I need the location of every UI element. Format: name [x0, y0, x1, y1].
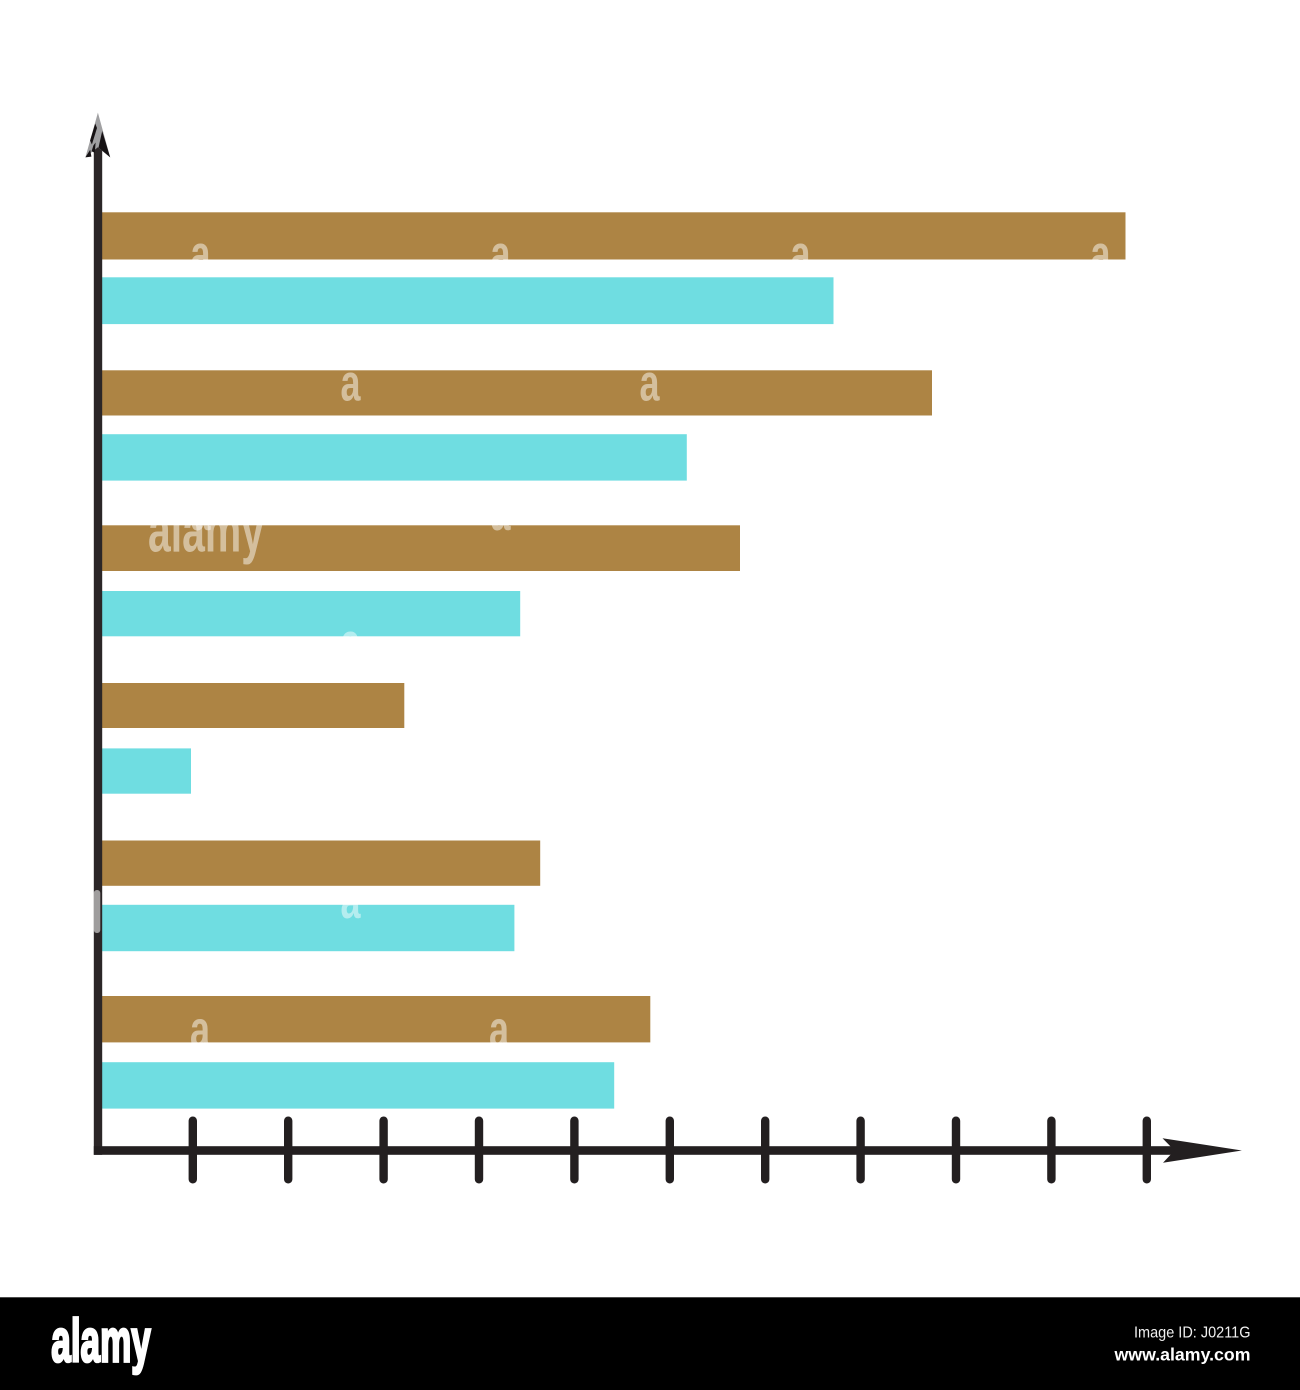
svg-text:a: a	[191, 484, 212, 542]
svg-text:a: a	[791, 225, 812, 283]
svg-text:a: a	[341, 613, 362, 671]
svg-text:a: a	[1091, 225, 1112, 283]
svg-text:a: a	[491, 484, 512, 542]
svg-text:a: a	[191, 225, 212, 283]
svg-text:www.alamy.com: www.alamy.com	[1113, 1345, 1250, 1365]
svg-text:a: a	[341, 872, 362, 930]
svg-text:a: a	[190, 1001, 211, 1059]
svg-text:a: a	[489, 1001, 510, 1059]
svg-text:a: a	[341, 355, 362, 413]
svg-text:a: a	[640, 355, 661, 413]
svg-text:Image ID: J0211G: Image ID: J0211G	[1134, 1325, 1251, 1342]
svg-text:alamy: alamy	[51, 1308, 151, 1375]
svg-text:a: a	[491, 225, 512, 283]
svg-text:alamy: alamy	[148, 497, 264, 566]
